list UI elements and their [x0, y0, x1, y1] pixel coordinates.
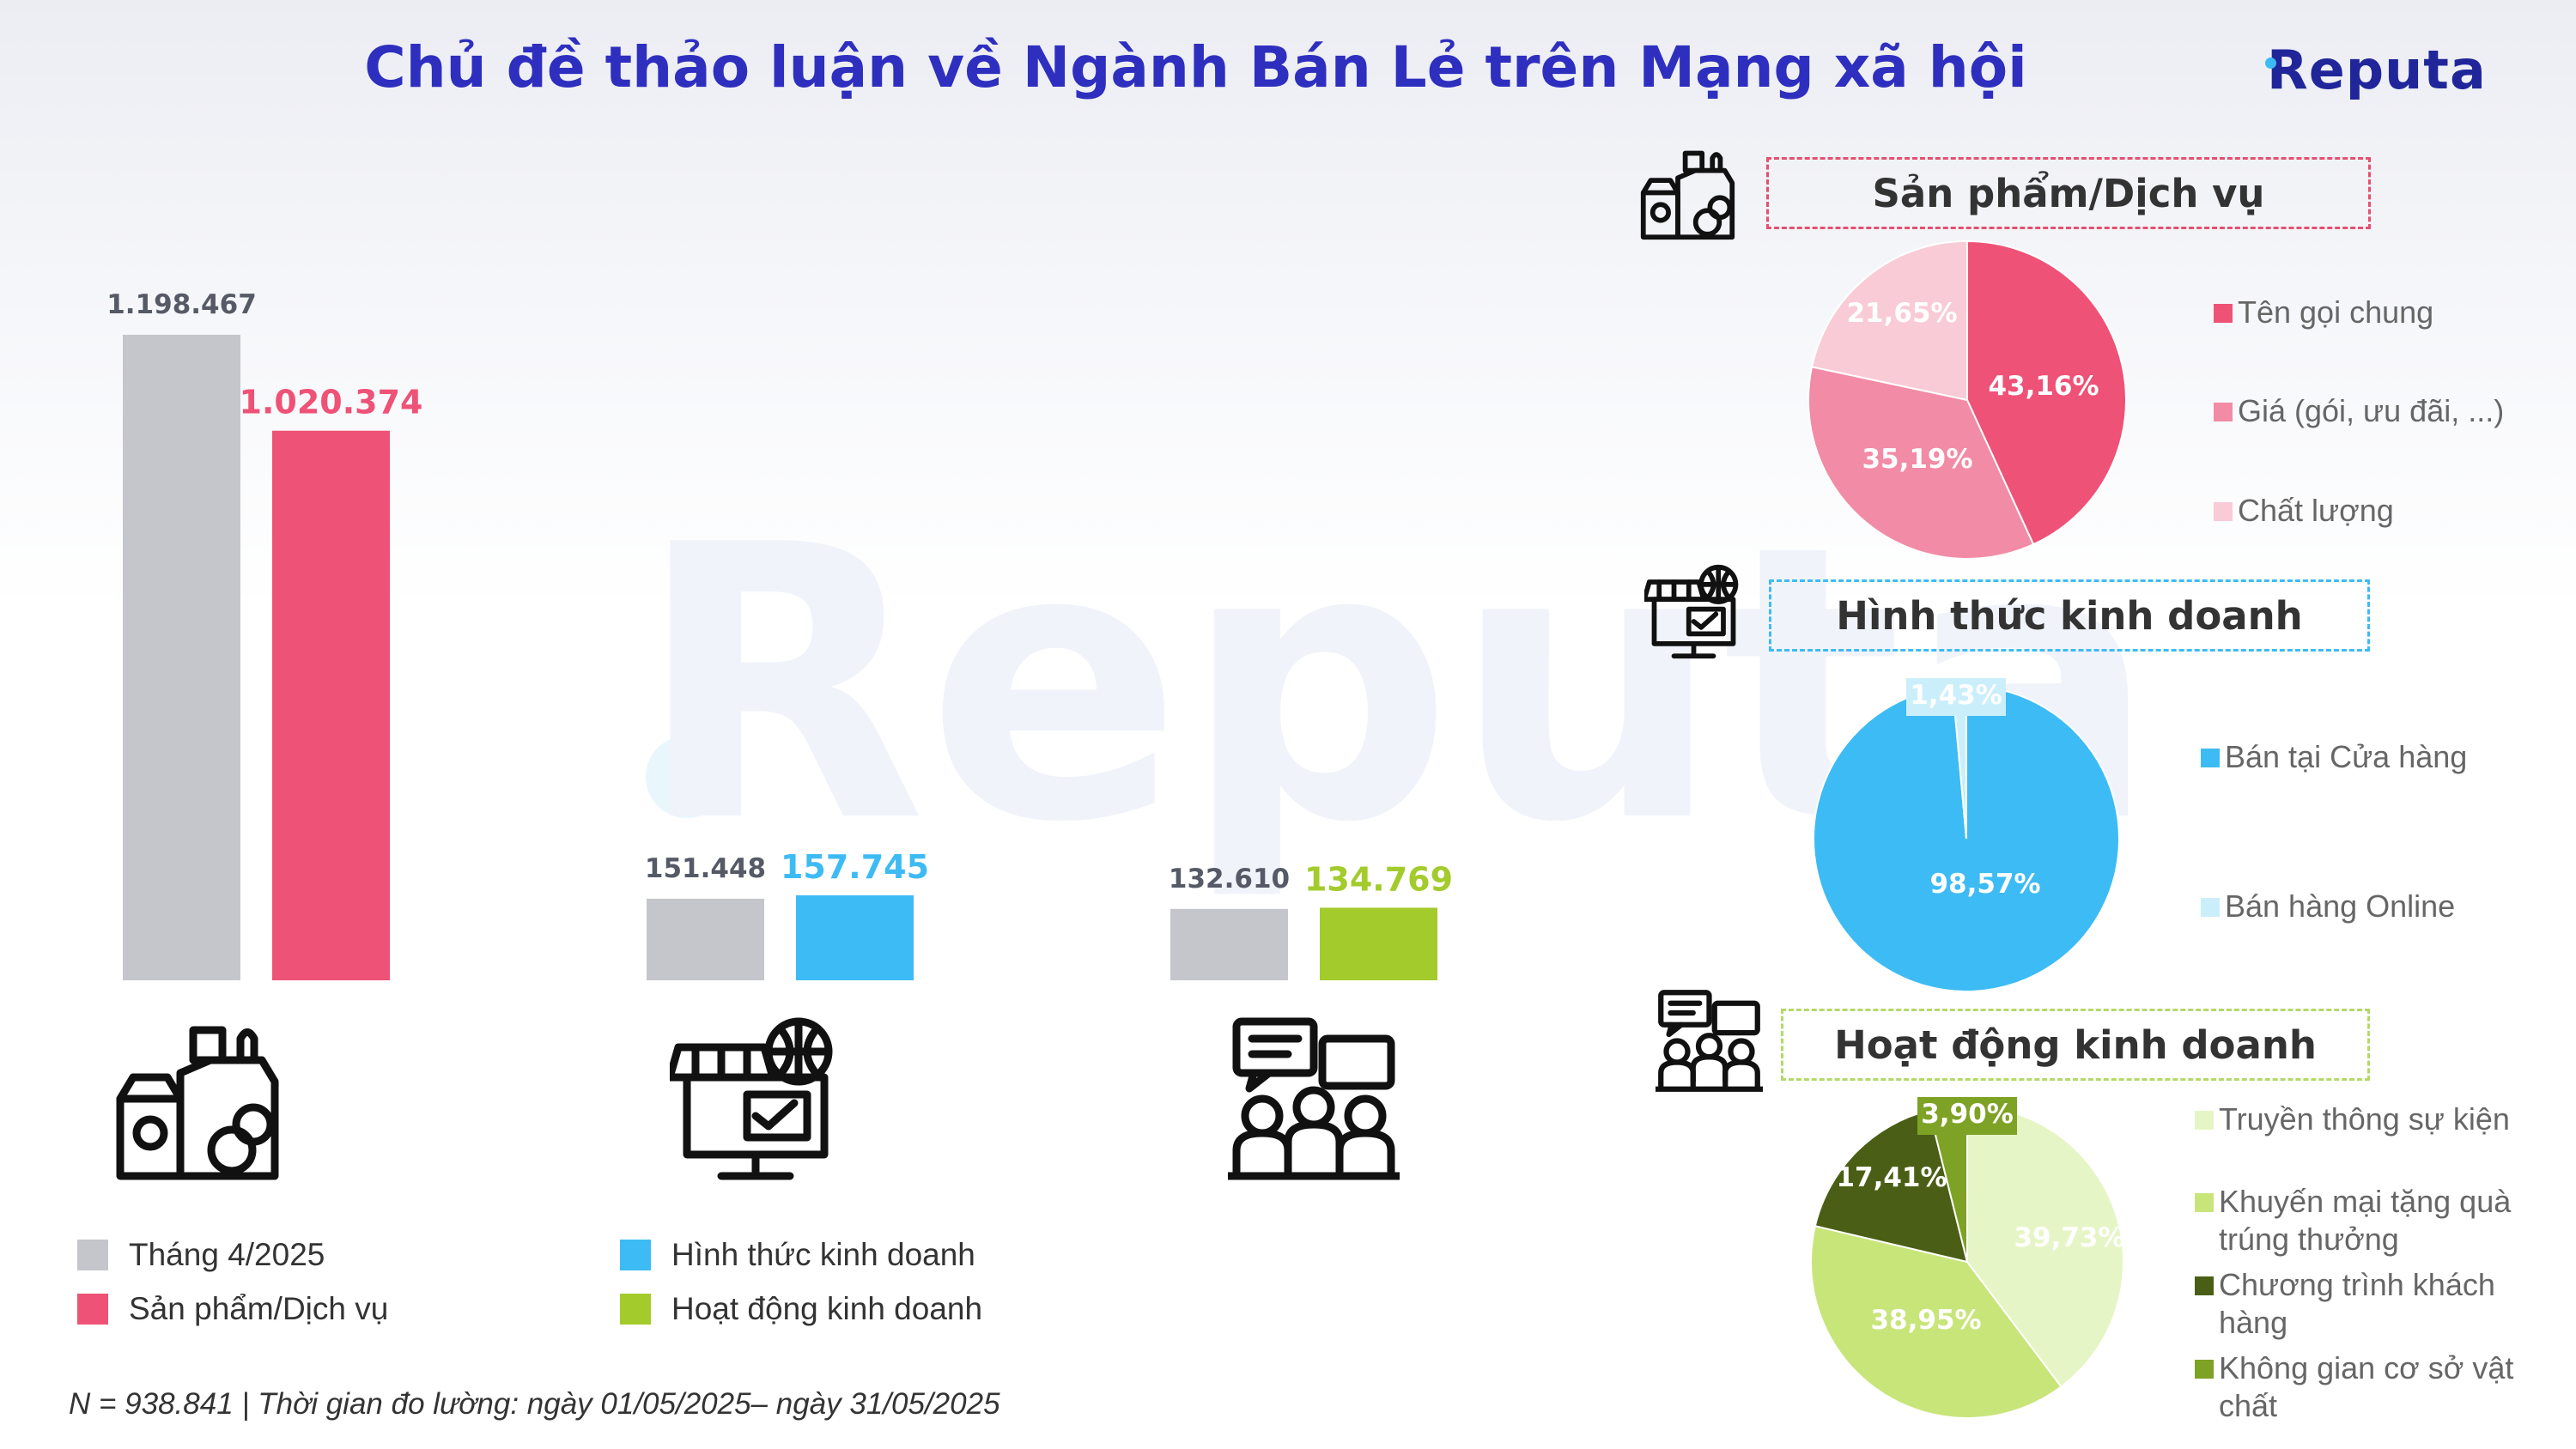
legend-label: Chất lượng	[2238, 493, 2394, 528]
grocery-bag-icon	[116, 1026, 279, 1180]
pie-slice	[1810, 239, 1968, 402]
pie-value-label: 21,65%	[1846, 298, 1957, 329]
pie-chart-1: 43,16% 35,19% 21,65%	[1807, 239, 2127, 560]
pie-legend-item: Tên gọi chung	[2214, 294, 2523, 331]
legend-swatch	[620, 1240, 651, 1270]
legend-item-business-form: Hình thức kinh doanh	[620, 1236, 975, 1274]
pie-slice	[1814, 1109, 1969, 1264]
pie-title-product: Sản phẩm/Dịch vụ	[1766, 157, 2371, 229]
legend-label: Chương trình khách hàng	[2219, 1267, 2495, 1340]
legend-swatch	[2214, 403, 2233, 421]
legend-label: Hình thức kinh doanh	[671, 1237, 975, 1272]
bar-value-label: 151.448	[645, 853, 766, 884]
bar-value-label: 1.198.467	[106, 289, 257, 320]
legend-label: Tháng 4/2025	[129, 1237, 325, 1272]
legend-swatch	[2195, 1360, 2214, 1379]
legend-swatch	[77, 1294, 108, 1325]
brand-logo: Reputa	[2265, 39, 2487, 101]
pie-legend-item: Giá (gói, ưu đãi, ...)	[2214, 392, 2557, 430]
legend-swatch	[77, 1240, 108, 1270]
pie-legend-item: Chất lượng	[2214, 492, 2523, 530]
bar-current-0	[272, 430, 390, 981]
legend-swatch	[2195, 1193, 2214, 1212]
online-store-icon	[670, 1017, 833, 1180]
legend-label: Truyền thông sự kiện	[2219, 1101, 2510, 1137]
pie-label-bg	[1917, 1097, 2017, 1135]
grocery-bag-icon	[1640, 150, 1735, 240]
pie-chart-2: 98,57% 1,43%	[1813, 678, 2120, 992]
bar-baseline-0	[123, 335, 240, 980]
legend-item-baseline: Tháng 4/2025	[77, 1236, 325, 1274]
pie-title-business-form: Hình thức kinh doanh	[1769, 579, 2370, 652]
bar-chart: 1.198.467 1.020.374 151.448 157.745 132.610 1…	[106, 289, 1453, 981]
discussion-group-icon	[1656, 990, 1763, 1092]
discussion-group-icon	[1228, 1017, 1400, 1180]
bar-current-1	[796, 895, 914, 980]
legend-label: Khuyến mại tặng quà trúng thưởng	[2219, 1184, 2512, 1257]
pie-legend-item: Khuyến mại tặng quà trúng thưởng	[2195, 1183, 2538, 1258]
pie-legend-item: Không gian cơ sở vật chất	[2195, 1349, 2538, 1425]
pie-legend-item: Bán tại Cửa hàng	[2201, 738, 2544, 776]
pie-legend-item: Chương trình khách hàng	[2195, 1266, 2538, 1342]
legend-item-business-activity: Hoạt động kinh doanh	[620, 1290, 982, 1328]
legend-label: Bán tại Cửa hàng	[2225, 739, 2468, 774]
pie-value-label: 43,16%	[1988, 371, 2099, 402]
legend-swatch	[2214, 502, 2233, 521]
legend-label: Giá (gói, ưu đãi, ...)	[2238, 393, 2505, 428]
legend-label: Tên gọi chung	[2238, 294, 2434, 330]
online-store-icon	[1644, 564, 1739, 659]
bar-value-label: 134.769	[1304, 860, 1453, 898]
legend-swatch	[620, 1294, 651, 1325]
page-title: Chủ đề thảo luận về Ngành Bán Lẻ trên Mạ…	[364, 34, 2027, 100]
pie-slice	[1810, 1224, 2063, 1419]
legend-swatch	[2201, 898, 2220, 917]
legend-swatch	[2195, 1111, 2214, 1130]
pie-label-bg	[1906, 678, 2006, 716]
bar-current-2	[1320, 907, 1437, 980]
bar-baseline-1	[647, 898, 764, 980]
pie-value-label: 17,41%	[1836, 1162, 1947, 1193]
legend-label: Bán hàng Online	[2225, 888, 2456, 924]
legend-swatch	[2201, 749, 2220, 767]
bar-value-label: 1.020.374	[240, 384, 423, 421]
pie-title-business-activity: Hoạt động kinh doanh	[1781, 1009, 2370, 1081]
pie-value-label: 38,95%	[1870, 1305, 1981, 1336]
legend-swatch	[2214, 304, 2233, 323]
footnote: N = 938.841 | Thời gian đo lường: ngày 0…	[69, 1387, 1000, 1421]
pie-value-label: 39,73%	[2014, 1222, 2124, 1253]
pie-slice	[1966, 239, 2127, 546]
pie-legend-item: Bán hàng Online	[2201, 888, 2544, 925]
legend-swatch	[2195, 1276, 2214, 1295]
bar-value-label: 132.610	[1169, 864, 1290, 894]
pie-legend-item: Truyền thông sự kiện	[2195, 1100, 2555, 1138]
bar-value-label: 157.745	[781, 848, 929, 886]
pie-slice	[1807, 366, 2035, 560]
legend-label: Không gian cơ sở vật chất	[2219, 1350, 2514, 1423]
pie-value-label: 3,90%	[1921, 1099, 2014, 1130]
legend-label: Hoạt động kinh doanh	[671, 1291, 983, 1326]
pie-value-label: 98,57%	[1929, 869, 2040, 900]
pie-value-label: 35,19%	[1862, 444, 1972, 475]
bar-baseline-2	[1170, 908, 1288, 980]
brand-name: Reputa	[2267, 39, 2487, 101]
legend-item-product: Sản phẩm/Dịch vụ	[77, 1290, 388, 1328]
pie-slice	[1966, 1104, 2124, 1388]
legend-label: Sản phẩm/Dịch vụ	[129, 1291, 389, 1326]
pie-chart-3: 39,73% 38,95% 17,41% 3,90%	[1810, 1097, 2125, 1419]
pie-value-label: 1,43%	[1910, 680, 2002, 711]
